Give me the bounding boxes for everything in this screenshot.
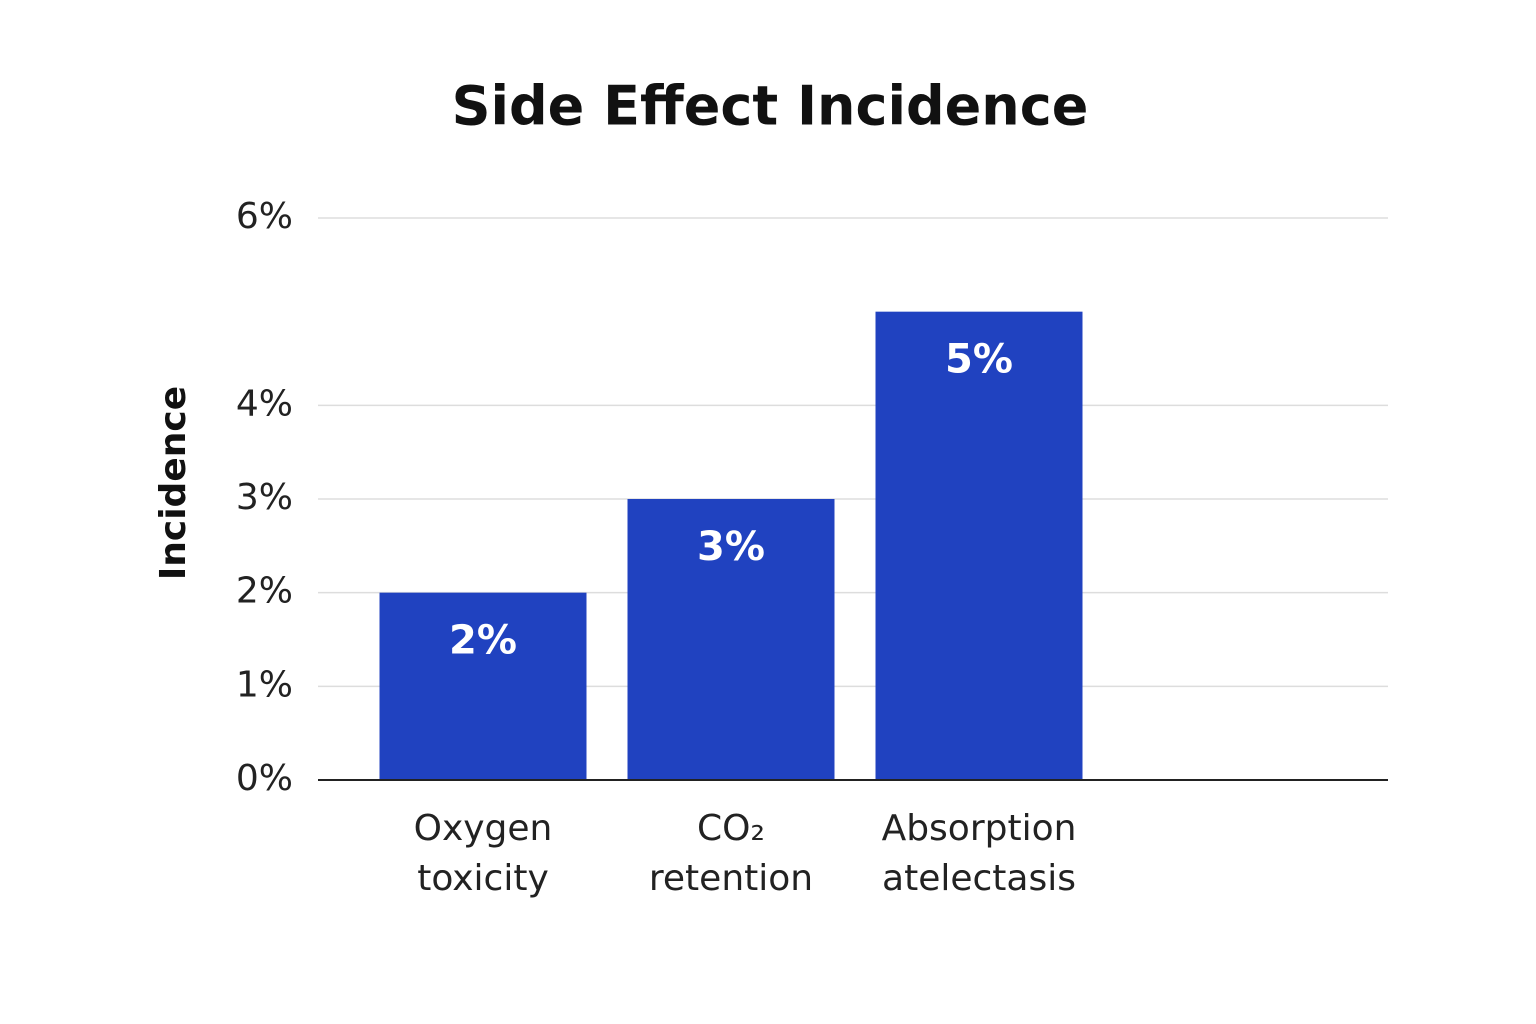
x-tick-label: Absorption atelectasis bbox=[881, 808, 1077, 899]
x-tick-label: Oxygen toxicity bbox=[413, 808, 553, 899]
y-tick-label: 6% bbox=[236, 196, 293, 237]
data-label: 5% bbox=[945, 337, 1013, 383]
data-label: 2% bbox=[449, 618, 517, 664]
bar bbox=[379, 592, 587, 780]
y-tick-label: 0% bbox=[236, 758, 293, 799]
bar bbox=[875, 311, 1083, 780]
y-tick-label: 4% bbox=[236, 383, 293, 424]
data-label: 3% bbox=[697, 524, 765, 570]
y-tick-label: 1% bbox=[236, 664, 293, 705]
y-tick-label: 2% bbox=[236, 571, 293, 612]
bar bbox=[627, 499, 835, 780]
x-tick-label: CO₂ retention bbox=[648, 808, 814, 899]
y-tick-label: 3% bbox=[236, 477, 293, 518]
chart-title: Side Effect Incidence bbox=[452, 75, 1089, 138]
y-axis-label: Incidence bbox=[153, 386, 194, 580]
